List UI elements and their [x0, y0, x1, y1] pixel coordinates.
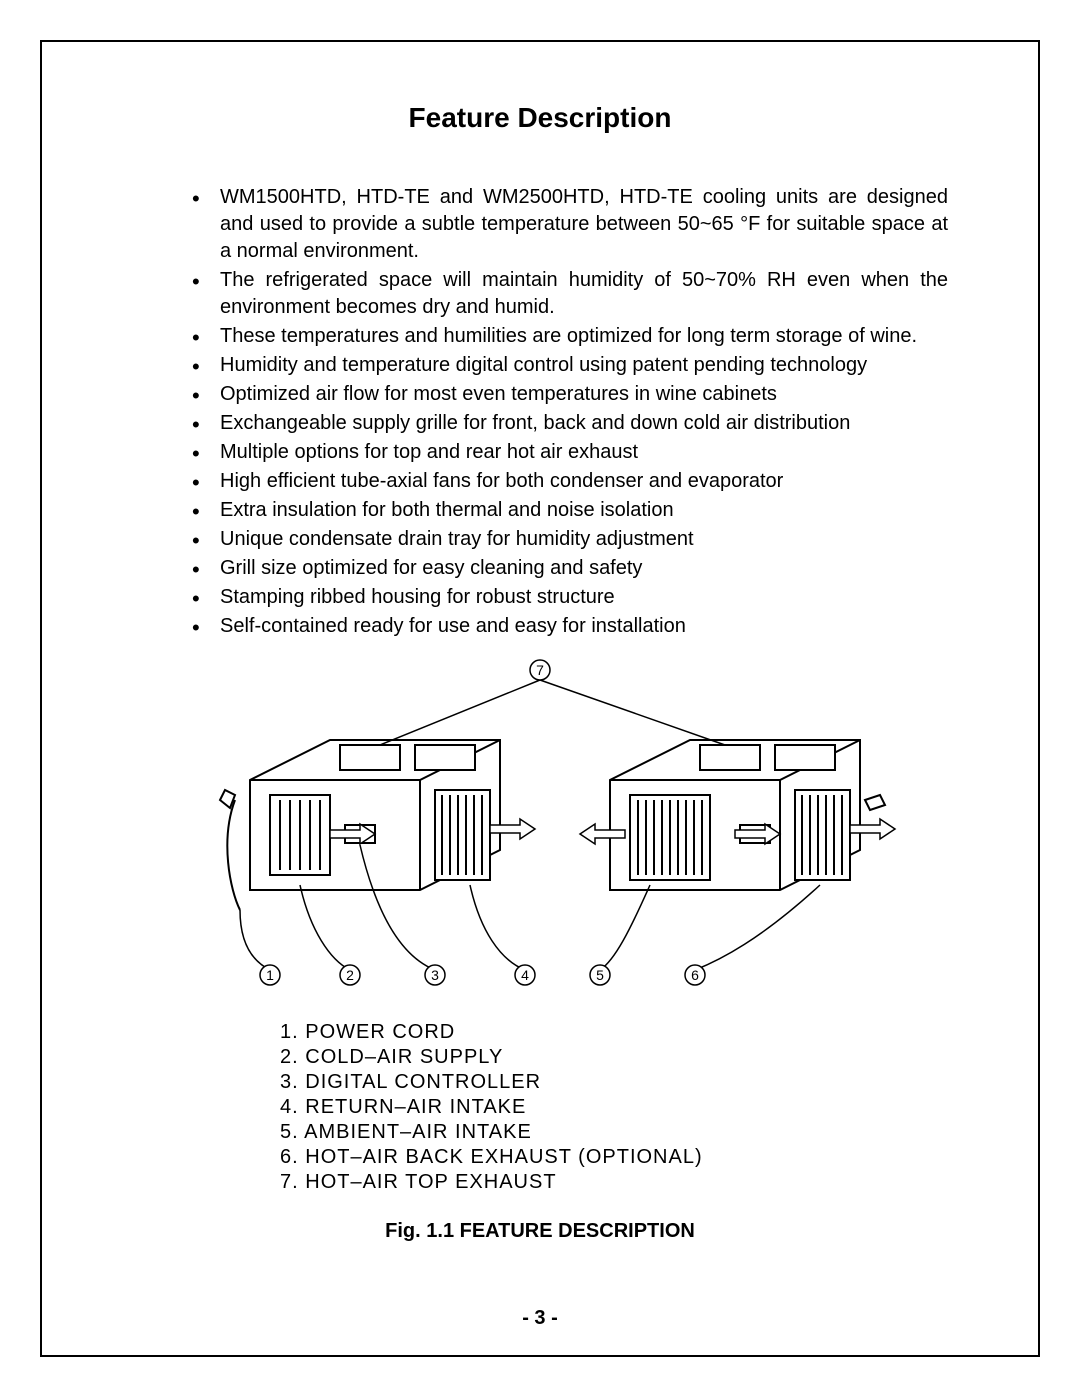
legend-item: 2. COLD–AIR SUPPLY	[280, 1045, 800, 1070]
legend-item: 5. AMBIENT–AIR INTAKE	[280, 1120, 800, 1145]
legend-item: 6. HOT–AIR BACK EXHAUST (OPTIONAL)	[280, 1145, 800, 1170]
page-frame: Feature Description WM1500HTD, HTD-TE an…	[40, 40, 1040, 1357]
legend-item: 3. DIGITAL CONTROLLER	[280, 1070, 800, 1095]
legend-item: 1. POWER CORD	[280, 1020, 800, 1045]
feature-item: WM1500HTD, HTD-TE and WM2500HTD, HTD-TE …	[192, 184, 948, 265]
callout-3: 3	[431, 967, 439, 983]
callout-5: 5	[596, 967, 604, 983]
feature-list: WM1500HTD, HTD-TE and WM2500HTD, HTD-TE …	[132, 184, 948, 640]
unit-diagram-svg: 7 1 2 3 4 5	[180, 650, 900, 1010]
legend: 1. POWER CORD 2. COLD–AIR SUPPLY 3. DIGI…	[280, 1020, 800, 1195]
feature-item: The refrigerated space will maintain hum…	[192, 267, 948, 321]
feature-item: Self-contained ready for use and easy fo…	[192, 613, 948, 640]
feature-item: Exchangeable supply grille for front, ba…	[192, 410, 948, 437]
callout-2: 2	[346, 967, 354, 983]
callout-4: 4	[521, 967, 529, 983]
callout-6: 6	[691, 967, 699, 983]
callout-1: 1	[266, 967, 274, 983]
feature-item: Stamping ribbed housing for robust struc…	[192, 584, 948, 611]
feature-item: Multiple options for top and rear hot ai…	[192, 439, 948, 466]
feature-item: Optimized air flow for most even tempera…	[192, 381, 948, 408]
feature-item: Extra insulation for both thermal and no…	[192, 497, 948, 524]
page-number: - 3 -	[42, 1307, 1038, 1330]
figure-caption: Fig. 1.1 FEATURE DESCRIPTION	[132, 1220, 948, 1243]
feature-item: High efficient tube-axial fans for both …	[192, 468, 948, 495]
legend-item: 4. RETURN–AIR INTAKE	[280, 1095, 800, 1120]
feature-item: Humidity and temperature digital control…	[192, 352, 948, 379]
feature-item: These temperatures and humilities are op…	[192, 323, 948, 350]
feature-item: Unique condensate drain tray for humidit…	[192, 526, 948, 553]
page-title: Feature Description	[132, 102, 948, 134]
feature-item: Grill size optimized for easy cleaning a…	[192, 555, 948, 582]
legend-item: 7. HOT–AIR TOP EXHAUST	[280, 1170, 800, 1195]
diagram: 7 1 2 3 4 5	[132, 650, 948, 1010]
callout-7: 7	[536, 662, 544, 678]
